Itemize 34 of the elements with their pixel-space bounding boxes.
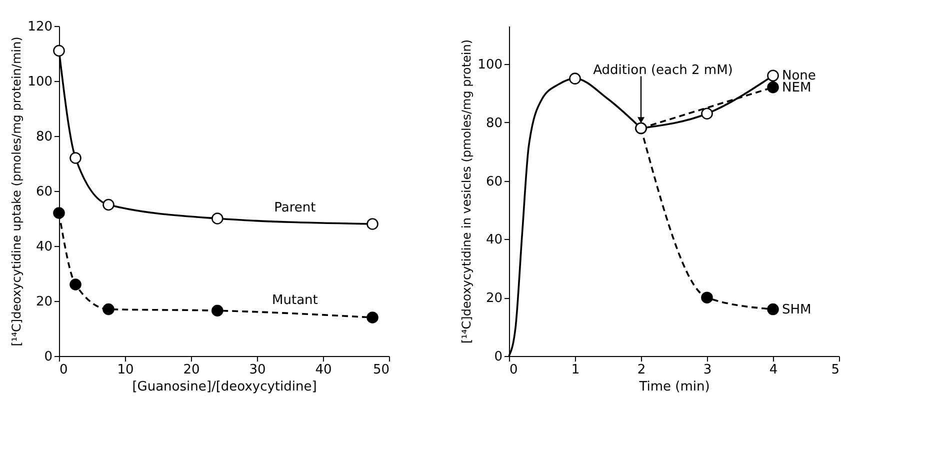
x-axis-title: Time (min) xyxy=(638,380,710,394)
x-tick-label: 3 xyxy=(703,362,712,378)
series-label: SHM xyxy=(782,302,812,318)
x-axis-title: [Guanosine]/[deoxycytidine] xyxy=(132,380,317,394)
x-tick-label: 2 xyxy=(637,362,646,378)
y-tick-label: 80 xyxy=(486,116,502,131)
x-tick-label: 5 xyxy=(831,362,840,378)
x-tick-label: 0 xyxy=(60,362,68,378)
y-axis-title: [¹⁴C]deoxycytidine uptake (pmoles/mg protein/min) xyxy=(10,36,24,346)
x-tick-label: 40 xyxy=(315,362,332,378)
annotation: Addition (each 2 mM) xyxy=(593,63,733,78)
series-label: Mutant xyxy=(272,293,318,308)
y-tick-label: 120 xyxy=(28,20,52,34)
x-tick-label: 1 xyxy=(571,362,580,378)
y-tick-label: 40 xyxy=(486,232,502,248)
y-tick-label: 40 xyxy=(36,240,52,254)
y-tick-label: 60 xyxy=(486,174,502,190)
y-tick-label: 20 xyxy=(486,291,502,306)
series-label: Parent xyxy=(274,200,316,216)
y-tick-label: 0 xyxy=(44,350,52,364)
y-axis-title: [¹⁴C]deoxycytidine in vesicles (pmoles/mg protein) xyxy=(460,39,474,344)
y-tick-label: 100 xyxy=(478,57,502,72)
x-tick-label: 50 xyxy=(372,362,390,378)
y-tick-label: 60 xyxy=(36,184,52,200)
series-label: NEM xyxy=(782,80,812,96)
x-tick-label: 0 xyxy=(510,362,518,378)
x-tick-label: 10 xyxy=(117,362,134,378)
x-tick-label: 4 xyxy=(769,362,778,378)
y-tick-label: 20 xyxy=(36,294,52,310)
y-tick-label: 100 xyxy=(28,74,52,90)
y-tick-label: 0 xyxy=(494,350,502,364)
x-tick-label: 30 xyxy=(249,362,266,378)
x-tick-label: 20 xyxy=(183,362,200,378)
y-tick-label: 80 xyxy=(36,130,52,144)
